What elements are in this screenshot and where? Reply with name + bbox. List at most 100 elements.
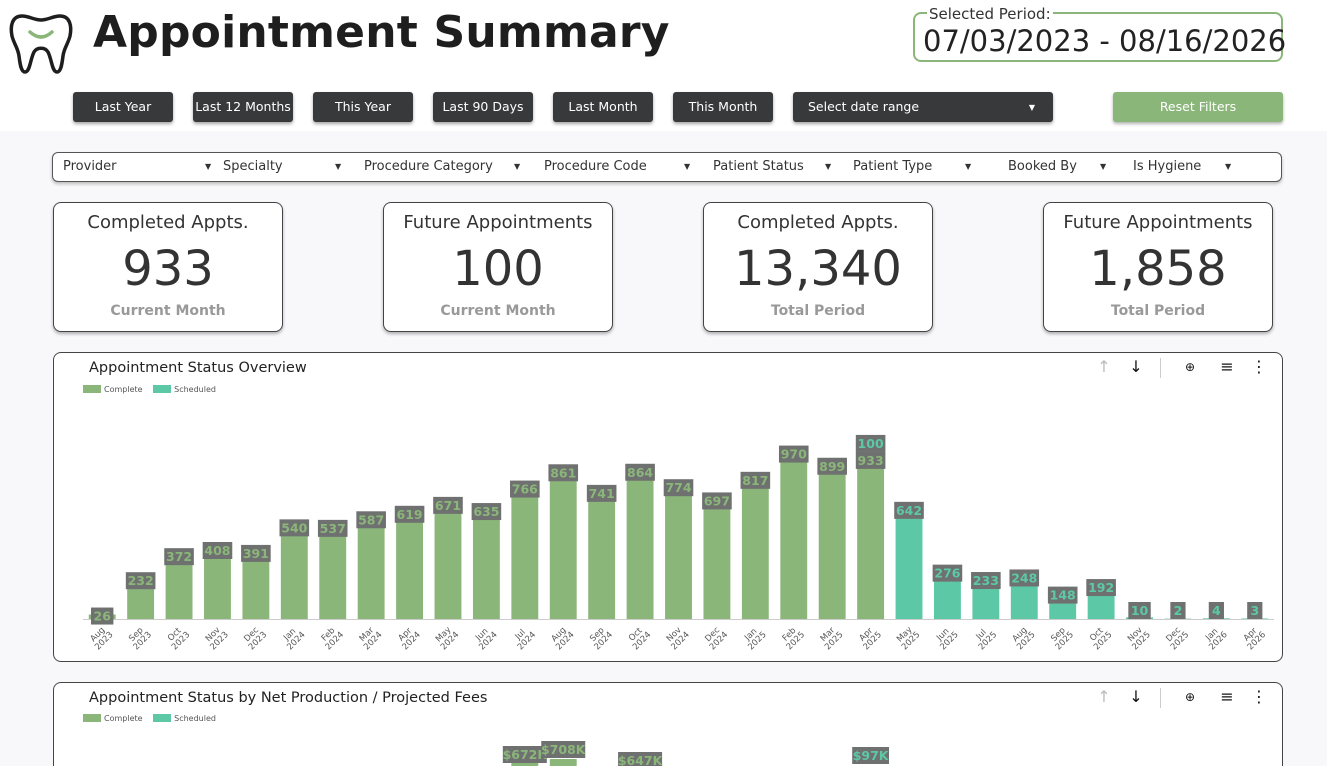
bar-complete[interactable] [549,471,577,619]
toolbar-divider [1160,358,1161,378]
sort-descending-icon[interactable]: ↓ [1129,357,1143,376]
bar-complete[interactable] [626,470,654,619]
bar-complete[interactable] [204,549,231,619]
filter-label: Procedure Category [364,159,493,174]
kpi-title: Completed Appts. [737,212,899,233]
data-label-complete: $647K [618,753,664,766]
x-tick-label: Jun2025 [932,624,961,653]
filter-icon[interactable]: ≡ [1220,357,1234,376]
legend-item-scheduled[interactable]: Scheduled [153,714,216,723]
bar-complete[interactable] [434,503,462,619]
procedure-code-filter[interactable]: Procedure Code ▼ [544,153,704,181]
data-label-scheduled: 2 [1174,603,1183,618]
sort-ascending-icon[interactable]: ↑ [1097,357,1111,376]
x-tick-label: Jan2024 [279,624,308,653]
data-label-complete-bg [471,503,502,521]
this-month-button[interactable]: This Month [673,92,773,122]
zoom-icon[interactable]: ⊕ [1184,360,1196,374]
is-hygiene-filter[interactable]: Is Hygiene ▼ [1133,153,1243,181]
x-tick-label: Apr2025 [855,624,884,653]
data-label-complete: 372 [166,549,192,564]
reset-filters-button[interactable]: Reset Filters [1113,92,1283,122]
zoom-icon[interactable]: ⊕ [1184,690,1196,704]
bar-complete[interactable] [703,499,731,619]
bar-complete[interactable] [511,761,539,766]
bar-complete[interactable] [280,526,308,619]
x-tick-label: Apr2024 [394,624,423,653]
last-90-days-button[interactable]: Last 90 Days [433,92,533,122]
data-label-complete: 635 [473,504,499,519]
bar-complete[interactable] [242,551,270,619]
data-label-complete-bg [702,492,732,510]
booked-by-filter[interactable]: Booked By ▼ [1008,153,1118,181]
toolbar-divider [1160,688,1161,708]
provider-filter[interactable]: Provider ▼ [63,153,213,181]
last-year-button[interactable]: Last Year [73,92,173,122]
patient-type-filter[interactable]: Patient Type ▼ [853,153,983,181]
sort-descending-icon[interactable]: ↓ [1129,687,1143,706]
bar-complete[interactable] [549,759,577,766]
x-tick-label: May2024 [433,624,462,653]
kpi-title: Future Appointments [403,212,593,233]
specialty-filter[interactable]: Specialty ▼ [223,153,353,181]
bar-scheduled[interactable] [895,508,923,619]
data-label-scheduled-bg [1170,602,1186,619]
bar-complete[interactable] [818,464,846,619]
data-label-complete-bg [618,752,663,766]
data-label-scheduled: 148 [1050,588,1076,603]
bar-complete[interactable] [780,452,808,619]
this-year-button[interactable]: This Year [313,92,413,122]
sort-ascending-icon[interactable]: ↑ [1097,687,1111,706]
data-label-scheduled-bg [1128,602,1151,619]
bar-complete[interactable] [588,491,616,619]
bar-complete[interactable] [511,487,539,619]
kpi-value: 1,858 [1089,241,1227,297]
bar-complete[interactable] [472,510,500,619]
data-label-complete-bg [548,464,579,482]
x-tick-label: Mar2024 [356,624,385,653]
caret-down-icon: ▼ [1100,162,1107,171]
x-tick-label: Sep2023 [125,624,154,653]
filter-icon[interactable]: ≡ [1220,687,1234,706]
bar-complete[interactable] [857,458,885,619]
patient-status-filter[interactable]: Patient Status ▼ [713,153,843,181]
data-label-complete: 540 [281,520,307,535]
legend-item-complete[interactable]: Complete [83,385,143,394]
data-label-complete-bg [394,505,425,523]
legend-item-complete[interactable]: Complete [83,714,143,723]
more-options-icon[interactable]: ⋮ [1251,357,1267,376]
data-label-scheduled: 3 [1250,603,1259,618]
legend-item-scheduled[interactable]: Scheduled [153,385,216,394]
selected-period-label: Selected Period: [927,5,1053,23]
data-label-complete: $672K [503,747,549,762]
filter-label: Patient Type [853,159,933,174]
selected-period-box: Selected Period: 07/03/2023 - 08/16/2026 [913,5,1287,62]
bar-complete[interactable] [165,555,193,619]
data-label-complete-bg [164,548,194,566]
x-tick-label: Oct2024 [625,624,654,653]
bar-complete[interactable] [741,478,769,619]
x-tick-label: Dec2024 [701,624,730,653]
more-options-icon[interactable]: ⋮ [1251,687,1267,706]
data-label-complete-bg [663,479,694,497]
bar-complete[interactable] [357,518,385,619]
kpi-card: Completed Appts. 13,340 Total Period [703,202,933,332]
last-12-months-button[interactable]: Last 12 Months [193,92,293,122]
kpi-card: Completed Appts. 933 Current Month [53,202,283,332]
bar-complete[interactable] [396,512,424,619]
filter-label: Procedure Code [544,159,647,174]
bar-complete[interactable] [665,486,692,619]
data-label-complete: 697 [704,493,730,508]
data-label-scheduled: 4 [1212,603,1221,618]
x-tick-label: Dec2025 [1163,624,1192,653]
x-tick-label: Sep2025 [1047,624,1076,653]
caret-down-icon: ▼ [1028,103,1035,112]
last-month-button[interactable]: Last Month [553,92,653,122]
procedure-category-filter[interactable]: Procedure Category ▼ [364,153,534,181]
date-range-select[interactable]: Select date range ▼ [793,92,1053,122]
caret-down-icon: ▼ [514,162,521,171]
selected-period-value: 07/03/2023 - 08/16/2026 [923,24,1287,58]
kpi-subtitle: Current Month [110,303,226,319]
bar-complete[interactable] [319,526,347,619]
kpi-subtitle: Total Period [770,303,866,319]
